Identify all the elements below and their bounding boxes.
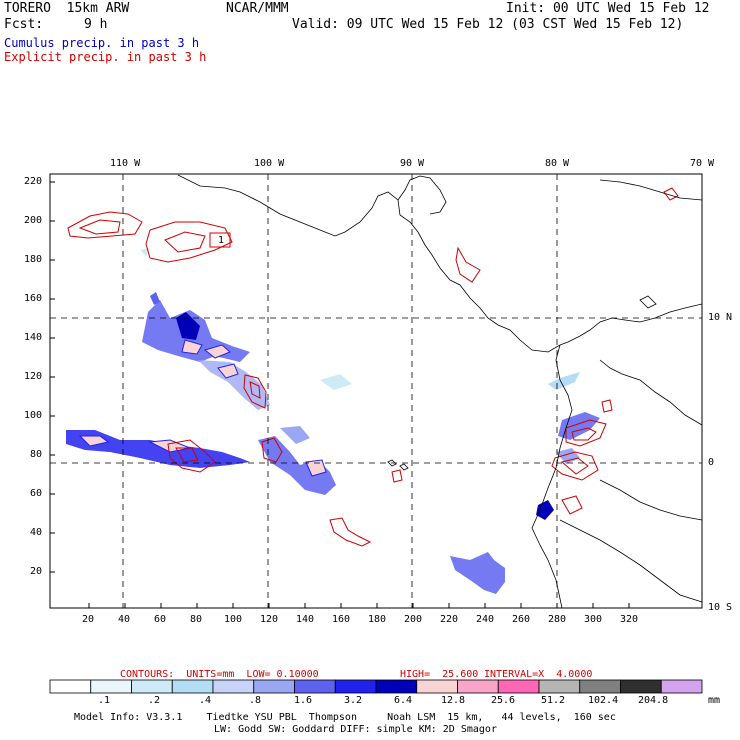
y-tick-label: 180 [24, 254, 43, 265]
y-tick-label: 160 [24, 293, 43, 304]
x-tick-label: 60 [154, 614, 167, 625]
x-tick-label: 320 [620, 614, 639, 625]
cumulus-legend: Cumulus precip. in past 3 h [4, 36, 200, 50]
colorbar-units: mm [708, 695, 721, 706]
x-tick-label: 20 [82, 614, 95, 625]
x-tick-label: 200 [404, 614, 423, 625]
lon-label-110w: 110 W [110, 158, 141, 169]
valid-time: Valid: 09 UTC Wed 15 Feb 12 (03 CST Wed … [292, 17, 684, 32]
colorbar-label: 51.2 [541, 695, 566, 706]
colorbar-swatch [620, 679, 662, 694]
x-tick-label: 300 [584, 614, 603, 625]
x-tick-label: 280 [548, 614, 567, 625]
colorbar-label: .8 [249, 695, 262, 706]
colorbar-swatch [660, 679, 703, 694]
colorbar-swatch [579, 679, 621, 694]
forecast-label: Fcst: [4, 17, 44, 32]
colorbar-label: 204.8 [638, 695, 669, 706]
colorbar-swatch [49, 679, 92, 694]
colorbar-label: 3.2 [344, 695, 363, 706]
coastlines [177, 174, 703, 609]
colorbar-swatch [294, 679, 336, 694]
lat-label-10s: 10 S [708, 602, 733, 613]
lat-lon-grid [50, 174, 702, 608]
forecast-hours: 9 h [84, 17, 108, 32]
colorbar-label: 6.4 [394, 695, 413, 706]
y-tick-label: 20 [30, 566, 43, 577]
location-box [209, 232, 231, 248]
y-tick-label: 200 [24, 215, 43, 226]
lon-label-70w: 70 W [690, 158, 715, 169]
lon-label-90w: 90 W [400, 158, 425, 169]
x-tick-label: 120 [260, 614, 279, 625]
y-tick-label: 40 [30, 527, 43, 538]
lon-label-80w: 80 W [545, 158, 570, 169]
cumulus-precip-areas [66, 248, 600, 594]
map-frame [49, 173, 703, 609]
contour-units: CONTOURS: UNITS=mm LOW= 0.10000 [120, 669, 319, 680]
physics-info: LW: Godd SW: Goddard DIFF: simple KM: 2D… [214, 724, 497, 735]
y-tick-label: 120 [24, 371, 43, 382]
colorbar-label: 102.4 [588, 695, 619, 706]
x-tick-label: 100 [224, 614, 243, 625]
model-title: TORERO 15km ARW [4, 1, 130, 16]
colorbar-label: 12.8 [441, 695, 466, 706]
x-tick-label: 140 [296, 614, 315, 625]
colorbar-label: 25.6 [491, 695, 516, 706]
y-tick-label: 80 [30, 449, 43, 460]
y-tick-label: 100 [24, 410, 43, 421]
contour-interval: INTERVAL=X 4.0000 [484, 669, 593, 680]
colorbar-label: .1 [98, 695, 111, 706]
lat-label-0: 0 [708, 457, 715, 468]
x-tick-label: 180 [368, 614, 387, 625]
explicit-precip-contours [67, 187, 679, 547]
colorbar-swatch [375, 679, 418, 694]
lat-label-10n: 10 N [708, 312, 733, 323]
lon-label-100w: 100 W [254, 158, 285, 169]
colorbar-swatch [538, 679, 581, 694]
contour-high: HIGH= 25.600 [400, 669, 479, 680]
location-box-label: 1 [218, 235, 225, 246]
colorbar-swatch [457, 679, 499, 694]
model-info: Model Info: V3.3.1 Tiedtke YSU PBL Thomp… [74, 712, 616, 723]
x-tick-label: 240 [476, 614, 495, 625]
colorbar-label: 1.6 [294, 695, 313, 706]
y-tick-label: 140 [24, 332, 43, 343]
x-tick-label: 80 [190, 614, 203, 625]
org-label: NCAR/MMM [226, 1, 289, 16]
init-time: Init: 00 UTC Wed 15 Feb 12 [506, 1, 710, 16]
colorbar-label: .2 [148, 695, 161, 706]
colorbar [49, 679, 703, 694]
y-tick-label: 220 [24, 176, 43, 187]
colorbar-swatch [416, 679, 458, 694]
x-tick-label: 40 [118, 614, 131, 625]
colorbar-swatch [253, 679, 295, 694]
colorbar-swatch [131, 679, 173, 694]
axis-ticks [50, 181, 630, 608]
explicit-legend: Explicit precip. in past 3 h [4, 50, 207, 64]
colorbar-swatch [90, 679, 132, 694]
colorbar-label: .4 [199, 695, 212, 706]
x-tick-label: 160 [332, 614, 351, 625]
colorbar-swatch [171, 679, 214, 694]
colorbar-swatch [212, 679, 255, 694]
colorbar-swatch [497, 679, 540, 694]
x-tick-label: 260 [512, 614, 531, 625]
colorbar-swatch [334, 679, 377, 694]
y-tick-label: 60 [30, 488, 43, 499]
x-tick-label: 220 [440, 614, 459, 625]
